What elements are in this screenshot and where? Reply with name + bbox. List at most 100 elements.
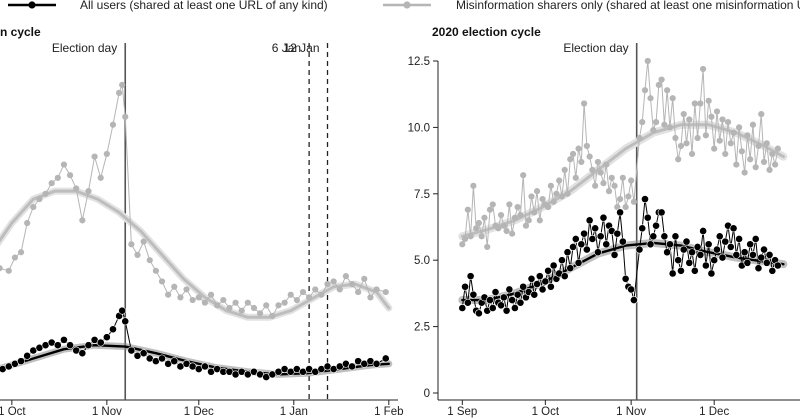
misinfo-point-52 <box>293 296 300 304</box>
misinfo-point-92 <box>716 137 723 144</box>
all-point-36 <box>558 256 566 265</box>
event-label-0: Election day <box>563 41 628 55</box>
all-point-18 <box>508 296 517 304</box>
misinfo-point-83 <box>691 100 698 107</box>
misinfo-point-76 <box>672 134 679 142</box>
misinfo-point-4 <box>470 182 477 189</box>
all-point-34 <box>170 357 179 366</box>
all-point-1 <box>461 282 469 291</box>
misinfo-point-17 <box>85 188 92 195</box>
all-point-27 <box>533 280 541 289</box>
all-point-15 <box>499 293 508 302</box>
misinfo-point-113 <box>774 145 781 152</box>
misinfo-point-63 <box>361 275 368 282</box>
x-tick-label-0: 1 Sep <box>447 406 477 418</box>
y-tick-label-0: 0 <box>424 388 430 400</box>
misinfo-point-21 <box>517 211 524 219</box>
misinfo-point-39 <box>214 302 221 309</box>
all-point-107 <box>757 253 766 262</box>
all-point-83 <box>690 266 699 275</box>
misinfo-point-51 <box>600 180 607 187</box>
misinfo-point-29 <box>539 196 546 203</box>
all-point-45 <box>582 245 591 254</box>
misinfo-point-32 <box>171 283 178 290</box>
x-tick-label-3: 1 Jan <box>280 406 308 418</box>
misinfo-point-15 <box>73 185 80 192</box>
misinfo-point-54 <box>306 294 313 301</box>
y-tick-label-5: 12.5 <box>408 56 430 68</box>
misinfo-point-38 <box>564 190 571 197</box>
misinfo-point-95 <box>724 118 732 126</box>
misinfo-point-56 <box>614 203 621 211</box>
all-point-108 <box>760 245 768 254</box>
legend: All users (shared at least one URL of an… <box>8 0 800 12</box>
all-point-57 <box>616 208 624 217</box>
misinfo-point-105 <box>752 164 759 171</box>
misinfo-point-28 <box>536 217 543 224</box>
misinfo-point-65 <box>641 87 649 94</box>
all-point-67 <box>646 240 655 249</box>
misinfo-point-32 <box>547 182 554 189</box>
misinfo-point-62 <box>355 288 362 296</box>
all-point-21 <box>516 298 525 307</box>
misinfo-point-109 <box>763 140 770 147</box>
misinfo-point-61 <box>628 177 635 184</box>
misinfo-point-62 <box>630 198 638 205</box>
all-point-73 <box>663 248 672 257</box>
all-point-87 <box>701 261 710 270</box>
all-point-46 <box>585 216 594 225</box>
misinfo-point-66 <box>382 288 389 296</box>
all-point-91 <box>713 245 721 254</box>
misinfo-point-43 <box>238 307 245 314</box>
misinfo-point-91 <box>713 108 721 115</box>
all-point-10 <box>486 296 494 304</box>
all-point-49 <box>594 248 602 257</box>
all-point-106 <box>754 264 763 273</box>
misinfo-point-49 <box>275 302 282 309</box>
all-point-79 <box>679 245 688 254</box>
all-point-94 <box>721 237 730 246</box>
misinfo-point-44 <box>244 299 251 306</box>
misinfo-point-0 <box>459 241 466 248</box>
misinfo-point-26 <box>134 251 141 258</box>
misinfo-point-47 <box>263 302 270 309</box>
misinfo-point-8 <box>30 203 37 211</box>
all-point-77 <box>674 256 683 265</box>
misinfo-point-13 <box>60 161 68 168</box>
misinfo-point-29 <box>152 267 159 274</box>
misinfo-point-22 <box>116 89 123 96</box>
misinfo-point-45 <box>250 304 258 312</box>
misinfo-point-48 <box>592 182 599 189</box>
misinfo-point-74 <box>666 124 674 131</box>
misinfo-point-35 <box>189 296 196 304</box>
all-point-88 <box>704 240 713 249</box>
all-point-4 <box>469 290 478 299</box>
all-point-40 <box>569 243 577 251</box>
all-point-25 <box>118 306 127 315</box>
misinfo-point-81 <box>686 116 693 123</box>
all-point-93 <box>718 253 727 262</box>
misinfo-point-49 <box>594 158 602 166</box>
misinfo-point-45 <box>583 142 590 150</box>
legend-all-label: All users (shared at least one URL of an… <box>80 0 328 12</box>
all-point-111 <box>768 266 777 275</box>
misinfo-point-34 <box>553 190 560 197</box>
all-point-25 <box>527 274 536 283</box>
misinfo-point-78 <box>677 142 685 150</box>
all-point-51 <box>599 213 608 222</box>
misinfo-point-51 <box>287 291 294 298</box>
all-point-76 <box>671 232 680 241</box>
all-point-14 <box>53 341 62 350</box>
misinfo-point-14 <box>497 211 505 219</box>
misinfo-point-73 <box>664 87 671 94</box>
all-point-92 <box>715 232 724 241</box>
misinfo-point-63 <box>636 134 643 142</box>
misinfo-point-111 <box>769 150 776 158</box>
misinfo-point-33 <box>550 198 557 205</box>
misinfo-point-3 <box>467 233 474 240</box>
y-tick-label-1: 2.5 <box>414 322 430 334</box>
all-point-12 <box>491 288 500 296</box>
misinfo-point-15 <box>500 222 507 229</box>
all-point-61 <box>627 285 636 294</box>
misinfo-point-97 <box>730 129 737 136</box>
